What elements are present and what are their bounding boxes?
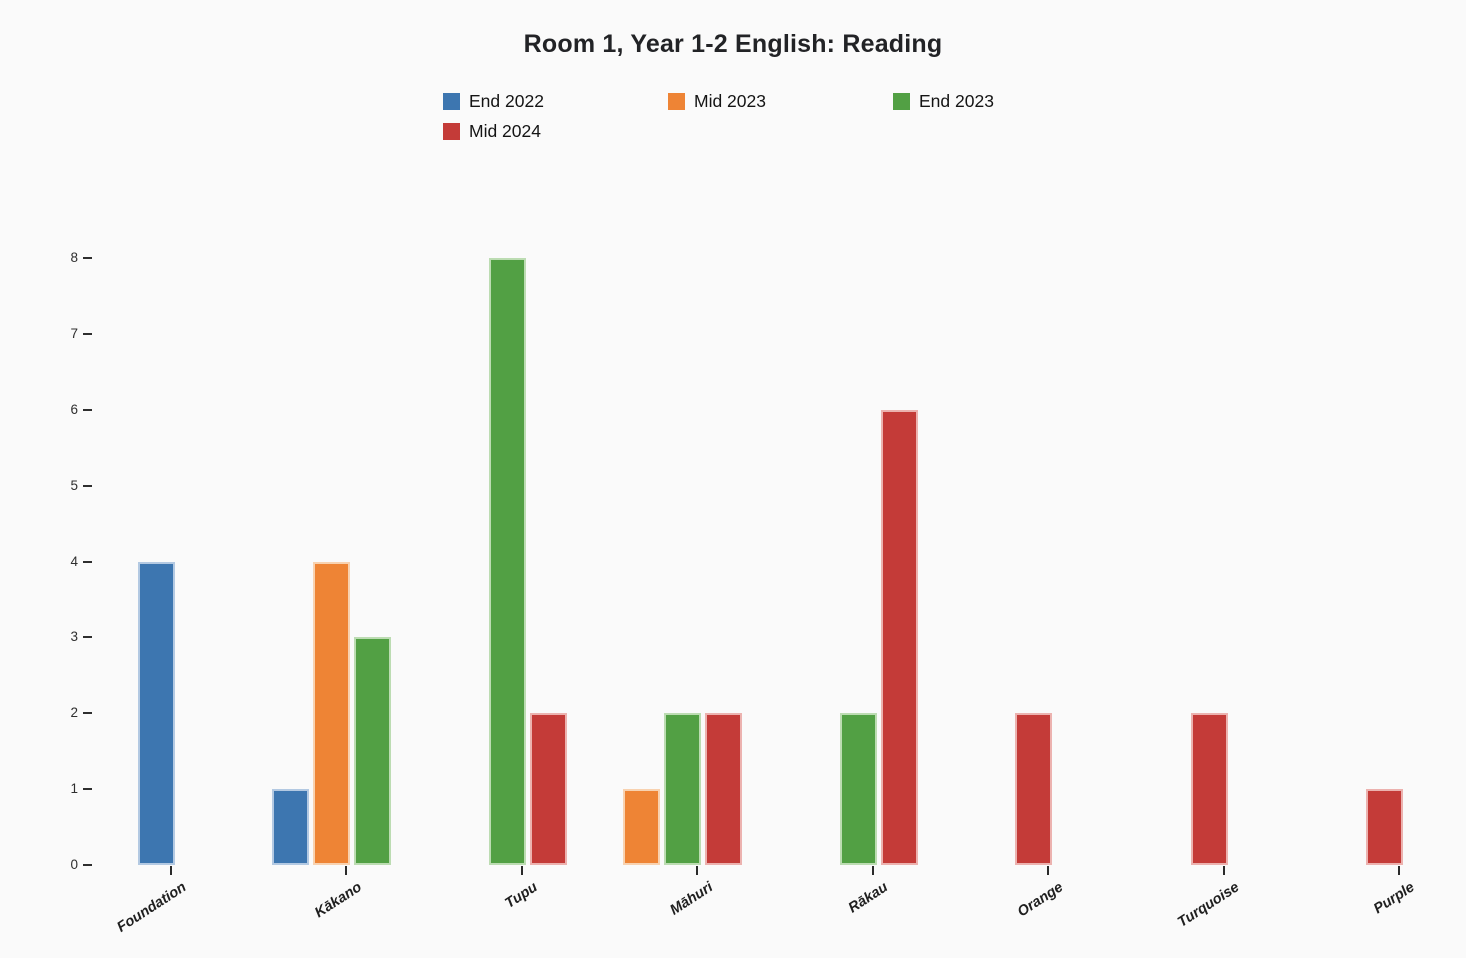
legend-label: Mid 2024: [469, 120, 541, 141]
x-axis-category-label-turquoise: Turquoise: [1174, 879, 1242, 931]
bar-mahuri-end-2023: [664, 713, 702, 865]
x-axis-tick-mark: [696, 866, 699, 875]
legend-label: End 2022: [469, 90, 544, 111]
y-axis-tick-label-3: 3: [70, 629, 78, 645]
bar-kakano-mid-2023: [313, 561, 351, 865]
y-axis-tick-mark: [83, 257, 92, 259]
y-axis-tick-mark: [83, 560, 92, 563]
x-axis-tick-mark: [345, 866, 348, 875]
bar-tupu-mid-2024: [529, 713, 567, 865]
y-axis-tick-label-0: 0: [70, 857, 78, 872]
bar-turquoise-mid-2024: [1190, 713, 1228, 865]
bar-mahuri-mid-2024: [705, 713, 743, 865]
bar-tupu-end-2023: [488, 258, 526, 865]
x-axis-category-label-mahuri: Māhuri: [667, 879, 716, 919]
y-axis-tick-label-8: 8: [70, 250, 78, 265]
y-axis-tick-mark: [83, 712, 92, 715]
x-axis-category-label-rakau: Rākau: [845, 879, 892, 917]
y-axis-tick-label-1: 1: [70, 781, 78, 797]
y-axis-tick-mark: [83, 332, 92, 335]
y-axis-tick-mark: [83, 408, 92, 411]
y-axis-tick-label-5: 5: [70, 477, 78, 493]
bar-rakau-end-2023: [839, 713, 877, 865]
y-axis-tick-label-4: 4: [70, 553, 78, 569]
x-axis-category-label-tupu: Tupu: [502, 879, 541, 912]
y-axis-tick-mark: [83, 636, 92, 639]
x-axis-category-label-kakano: Kākano: [312, 879, 365, 922]
y-axis-tick-mark: [83, 788, 92, 791]
legend-swatch-mid-2023: [668, 92, 685, 110]
bar-rakau-mid-2024: [880, 409, 918, 865]
legend-label: Mid 2023: [694, 90, 766, 111]
legend: End 2022 Mid 2023 End 2023 Mid 2024: [443, 86, 1133, 146]
legend-swatch-end-2022: [443, 92, 460, 110]
bar-kakano-end-2022: [272, 789, 310, 865]
y-axis-tick-mark: [83, 484, 92, 487]
x-axis-tick-mark: [1222, 866, 1225, 875]
legend-item-end-2023[interactable]: End 2023: [893, 86, 1118, 116]
bar-orange-mid-2024: [1015, 713, 1053, 865]
y-axis-tick-label-7: 7: [70, 325, 78, 341]
legend-item-mid-2023[interactable]: Mid 2023: [668, 86, 893, 116]
legend-item-mid-2024[interactable]: Mid 2024: [443, 116, 668, 146]
x-axis-category-label-orange: Orange: [1015, 879, 1067, 921]
bar-foundation-end-2022: [138, 561, 175, 865]
chart-title: Room 1, Year 1-2 English: Reading: [523, 30, 943, 58]
bar-kakano-end-2023: [354, 637, 392, 865]
legend-swatch-mid-2024: [443, 122, 460, 140]
y-axis-tick-label-2: 2: [70, 705, 78, 721]
x-axis-tick-mark: [520, 866, 523, 875]
x-axis-tick-mark: [871, 866, 874, 875]
y-axis-tick-label-6: 6: [70, 401, 78, 417]
x-axis-tick-mark: [170, 866, 172, 875]
bar-mahuri-mid-2023: [623, 789, 661, 865]
y-axis-tick-mark: [83, 864, 92, 866]
x-axis-tick-mark: [1398, 866, 1400, 875]
x-axis-category-label-purple: Purple: [1370, 879, 1418, 918]
x-axis-tick-mark: [1047, 866, 1050, 875]
bar-purple-mid-2024: [1366, 789, 1403, 865]
legend-swatch-end-2023: [893, 92, 910, 110]
legend-item-end-2022[interactable]: End 2022: [443, 86, 668, 116]
legend-label: End 2023: [919, 90, 994, 111]
x-axis-category-label-foundation: Foundation: [114, 879, 190, 936]
